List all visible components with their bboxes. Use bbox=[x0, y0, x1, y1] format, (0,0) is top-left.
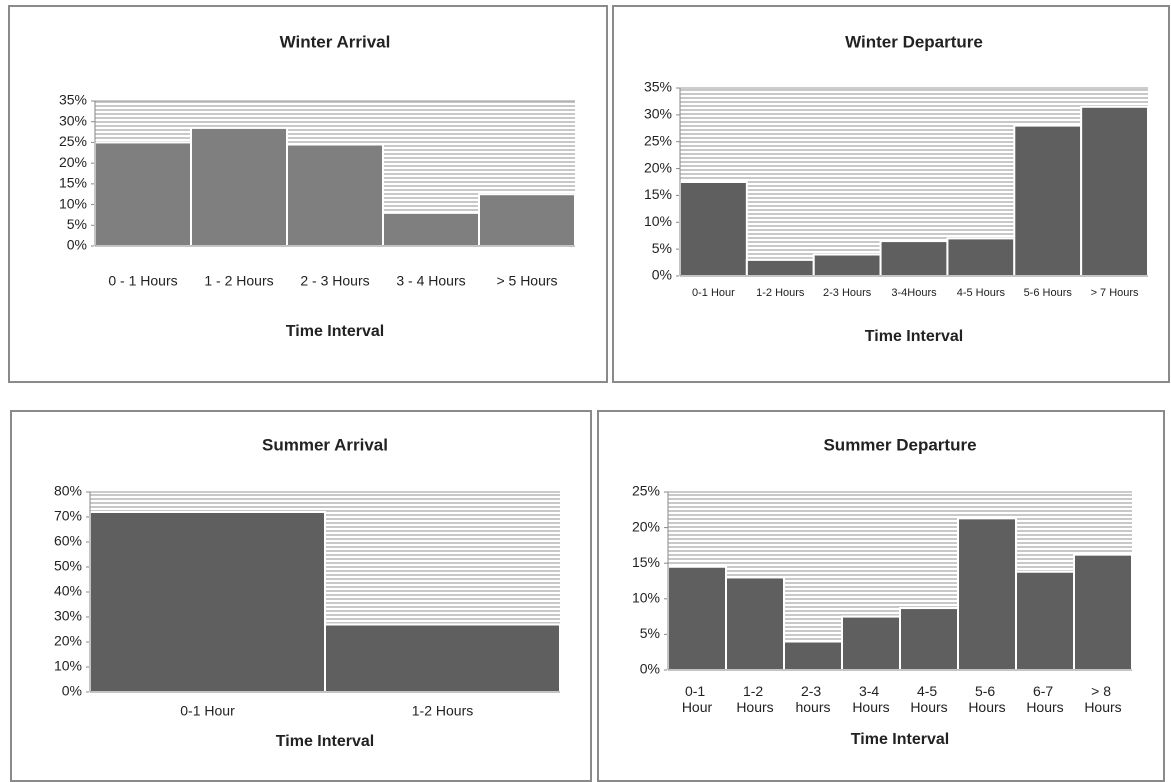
bar bbox=[841, 615, 901, 672]
x-tick-label: 0-1 Hour bbox=[692, 287, 735, 299]
x-tick-label: 5-6 Hours bbox=[968, 683, 1005, 715]
y-tick-label: 10% bbox=[644, 213, 672, 229]
y-tick-label: 40% bbox=[54, 583, 82, 599]
x-tick-label: 1-2 Hours bbox=[412, 703, 473, 719]
y-tick-label: 5% bbox=[652, 240, 672, 256]
chart-panel: Summer Arrival Time Interval 0% 10% 20% 30% 40… bbox=[10, 410, 592, 782]
x-tick-label: > 7 Hours bbox=[1091, 287, 1139, 299]
x-tick-label: > 5 Hours bbox=[496, 273, 557, 289]
bar bbox=[1015, 570, 1075, 671]
y-tick-label: 25% bbox=[632, 483, 660, 499]
bar bbox=[745, 258, 815, 277]
y-tick-label: 20% bbox=[644, 159, 672, 175]
y-tick-label: 0% bbox=[67, 237, 87, 253]
bar bbox=[946, 237, 1016, 277]
y-tick-label: 5% bbox=[640, 625, 660, 641]
y-tick-label: 20% bbox=[59, 154, 87, 170]
bar bbox=[783, 640, 843, 672]
chart-title: Summer Departure bbox=[823, 435, 976, 454]
bar bbox=[725, 576, 785, 671]
y-tick-label: 25% bbox=[59, 133, 87, 149]
bar bbox=[1013, 124, 1083, 277]
y-tick-label: 30% bbox=[644, 106, 672, 122]
chart-panel: Summer Departure Time Interval 0% 5% 10% 15% 2… bbox=[597, 410, 1165, 782]
bar bbox=[899, 607, 959, 671]
bar bbox=[190, 126, 288, 247]
x-tick-label: 6-7 Hours bbox=[1026, 683, 1063, 715]
bar bbox=[1073, 553, 1133, 672]
x-tick-label: 1 - 2 Hours bbox=[204, 273, 273, 289]
y-tick-label: 50% bbox=[54, 558, 82, 574]
x-tick-label: > 8 Hours bbox=[1084, 683, 1121, 715]
y-tick-label: 15% bbox=[632, 554, 660, 570]
x-tick-label: 0-1 Hour bbox=[180, 703, 235, 719]
x-tick-label: 2-3 Hours bbox=[823, 287, 872, 299]
y-tick-label: 20% bbox=[632, 518, 660, 534]
y-tick-label: 15% bbox=[59, 175, 87, 191]
x-tick-label: 4-5 Hours bbox=[910, 683, 947, 715]
y-tick-label: 10% bbox=[54, 658, 82, 674]
chart-panel: Winter Departure Time Interval 0% 5% 10% 15% 2… bbox=[612, 5, 1170, 383]
x-axis-title: Time Interval bbox=[276, 733, 374, 750]
bar bbox=[879, 240, 949, 277]
x-tick-label: 0 - 1 Hours bbox=[108, 273, 177, 289]
x-tick-label: 3 - 4 Hours bbox=[396, 273, 465, 289]
x-tick-label: 3-4Hours bbox=[891, 287, 937, 299]
y-tick-label: 30% bbox=[59, 112, 87, 128]
x-tick-label: 3-4 Hours bbox=[852, 683, 889, 715]
x-tick-label: 2 - 3 Hours bbox=[300, 273, 369, 289]
bar bbox=[286, 143, 384, 247]
bar bbox=[89, 511, 326, 693]
bar bbox=[478, 193, 576, 247]
y-tick-label: 30% bbox=[54, 608, 82, 624]
x-axis-title: Time Interval bbox=[865, 328, 963, 345]
y-tick-label: 10% bbox=[59, 195, 87, 211]
x-tick-label: 0-1 Hour bbox=[682, 683, 713, 715]
bar bbox=[382, 211, 480, 248]
bar bbox=[667, 565, 727, 671]
x-tick-label: 5-6 Hours bbox=[1024, 287, 1073, 299]
y-tick-label: 0% bbox=[62, 683, 82, 699]
x-axis-title: Time Interval bbox=[286, 323, 384, 340]
y-tick-label: 80% bbox=[54, 483, 82, 499]
y-tick-label: 35% bbox=[59, 92, 87, 108]
y-tick-label: 5% bbox=[67, 216, 87, 232]
y-tick-label: 60% bbox=[54, 533, 82, 549]
y-tick-label: 10% bbox=[632, 590, 660, 606]
y-tick-label: 15% bbox=[644, 186, 672, 202]
bar bbox=[1080, 105, 1149, 277]
y-tick-label: 0% bbox=[652, 267, 672, 283]
y-tick-label: 20% bbox=[54, 633, 82, 649]
y-tick-label: 0% bbox=[640, 661, 660, 677]
y-tick-label: 35% bbox=[644, 79, 672, 95]
bar bbox=[324, 623, 561, 693]
chart-title: Winter Departure bbox=[845, 32, 983, 51]
chart-panel: Winter Arrival Time Interval 0% 5% 10% 15% 20%… bbox=[8, 5, 608, 383]
chart-title: Winter Arrival bbox=[280, 32, 391, 51]
x-tick-label: 2-3 hours bbox=[795, 683, 830, 715]
y-tick-label: 70% bbox=[54, 508, 82, 524]
x-tick-label: 4-5 Hours bbox=[957, 287, 1006, 299]
chart-title: Summer Arrival bbox=[262, 435, 388, 454]
x-tick-label: 1-2 Hours bbox=[756, 287, 805, 299]
bar bbox=[812, 253, 882, 277]
x-axis-title: Time Interval bbox=[851, 731, 949, 748]
y-tick-label: 25% bbox=[644, 132, 672, 148]
x-tick-label: 1-2 Hours bbox=[736, 683, 773, 715]
bar bbox=[679, 181, 748, 277]
bar bbox=[94, 141, 192, 247]
bar bbox=[957, 517, 1017, 672]
